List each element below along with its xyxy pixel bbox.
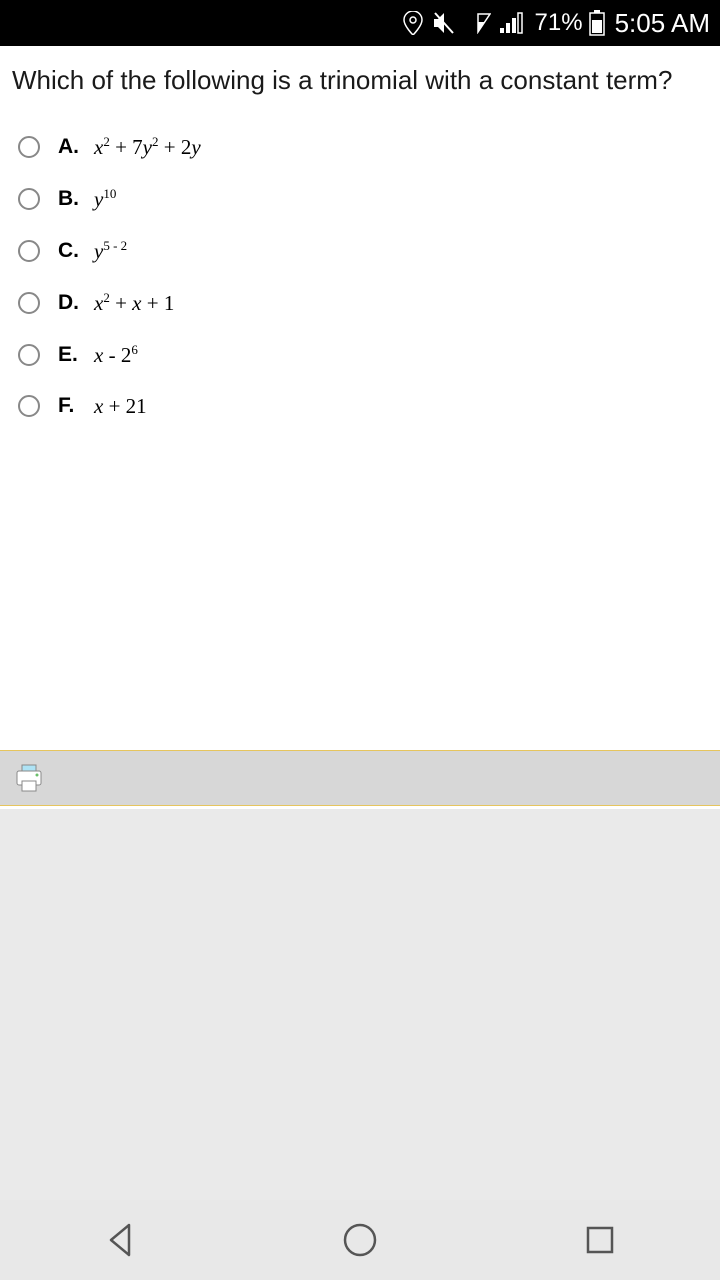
option-row[interactable]: B. y10: [12, 174, 708, 226]
location-icon: [403, 11, 423, 35]
options-list: A. x2 + 7y2 + 2y B. y10 C. y5 - 2 D. x2 + x + 1…: [12, 122, 708, 433]
recent-button[interactable]: [582, 1222, 618, 1258]
option-expression: x - 26: [94, 342, 138, 368]
option-row[interactable]: E. x - 26: [12, 330, 708, 382]
option-expression: x + 21: [94, 394, 147, 419]
option-expression: x2 + 7y2 + 2y: [94, 134, 201, 160]
toolbar: [0, 750, 720, 806]
radio-button[interactable]: [18, 292, 40, 314]
option-letter: E.: [58, 343, 80, 367]
radio-button[interactable]: [18, 395, 40, 417]
signal-icon: [499, 12, 525, 34]
mute-icon: [431, 11, 457, 35]
battery-pct: 71%: [535, 9, 583, 37]
radio-button[interactable]: [18, 136, 40, 158]
status-right: 71% 5:05 AM: [535, 8, 710, 39]
spacer: [0, 808, 720, 1200]
home-button[interactable]: [342, 1222, 378, 1258]
clock-time: 5:05 AM: [615, 8, 710, 39]
wifi-icon: [465, 12, 491, 34]
radio-button[interactable]: [18, 344, 40, 366]
content-area: Which of the following is a trinomial wi…: [0, 46, 720, 433]
status-left: [403, 11, 525, 35]
option-expression: y5 - 2: [94, 238, 127, 264]
nav-bar: [0, 1200, 720, 1280]
option-expression: x2 + x + 1: [94, 290, 174, 316]
back-button[interactable]: [102, 1222, 138, 1258]
option-letter: B.: [58, 187, 80, 211]
option-letter: D.: [58, 291, 80, 315]
option-row[interactable]: F. x + 21: [12, 382, 708, 433]
option-row[interactable]: C. y5 - 2: [12, 226, 708, 278]
option-row[interactable]: A. x2 + 7y2 + 2y: [12, 122, 708, 174]
radio-button[interactable]: [18, 188, 40, 210]
battery-icon: [589, 10, 605, 36]
status-bar: 71% 5:05 AM: [0, 0, 720, 46]
radio-button[interactable]: [18, 240, 40, 262]
option-letter: C.: [58, 239, 80, 263]
option-expression: y10: [94, 186, 116, 212]
option-row[interactable]: D. x2 + x + 1: [12, 278, 708, 330]
option-letter: F.: [58, 394, 80, 418]
print-icon[interactable]: [12, 761, 46, 795]
option-letter: A.: [58, 135, 80, 159]
question-text: Which of the following is a trinomial wi…: [12, 64, 708, 98]
